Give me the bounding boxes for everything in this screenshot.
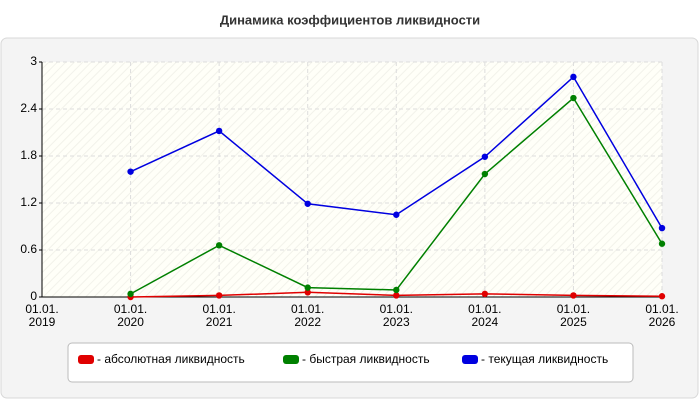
legend-marker — [78, 355, 94, 364]
point — [304, 284, 311, 291]
point — [658, 224, 666, 232]
x-tick-label: 01.01. 2025 — [556, 302, 591, 329]
point — [127, 290, 134, 298]
point — [304, 289, 311, 296]
point — [658, 293, 666, 300]
point — [215, 292, 223, 299]
point — [570, 73, 577, 81]
point — [481, 153, 489, 160]
legend-label: - текущая ликвидность — [481, 352, 608, 366]
legend — [67, 342, 634, 383]
point — [393, 292, 400, 299]
y-tick-label: 1.8 — [20, 148, 37, 162]
point — [215, 242, 223, 249]
point — [658, 240, 666, 247]
legend-marker — [462, 355, 478, 364]
chart-title: Динамика коэффициентов ликвидности — [220, 12, 480, 27]
legend-marker — [283, 355, 299, 364]
legend-label: - абсолютная ликвидность — [97, 352, 245, 366]
point — [215, 127, 223, 135]
point — [127, 168, 134, 175]
point — [393, 286, 400, 294]
legend-label: - быстрая ликвидность — [302, 352, 430, 366]
plot-area — [42, 62, 662, 297]
point — [570, 292, 577, 299]
y-tick-label: 0 — [30, 289, 37, 303]
point — [304, 200, 311, 207]
x-tick-label: 01.01. 2023 — [379, 302, 413, 329]
point — [481, 170, 489, 178]
x-tick-label: 01.01. 2019 — [25, 302, 59, 329]
point — [481, 290, 489, 298]
x-tick-label: 01.01. 2022 — [291, 302, 325, 329]
y-tick-label: 1.2 — [20, 195, 37, 209]
point — [393, 211, 400, 218]
x-tick-label: 01.01. 2021 — [202, 302, 236, 329]
y-tick-label: 0.6 — [20, 242, 37, 256]
x-tick-label: 01.01. 2020 — [113, 302, 148, 329]
y-tick-label: 3 — [30, 54, 37, 68]
point — [570, 94, 577, 102]
x-tick-label: 01.01. 2026 — [645, 302, 679, 329]
x-tick-label: 01.01. 2024 — [468, 302, 502, 329]
y-tick-label: 2.4 — [20, 101, 37, 115]
